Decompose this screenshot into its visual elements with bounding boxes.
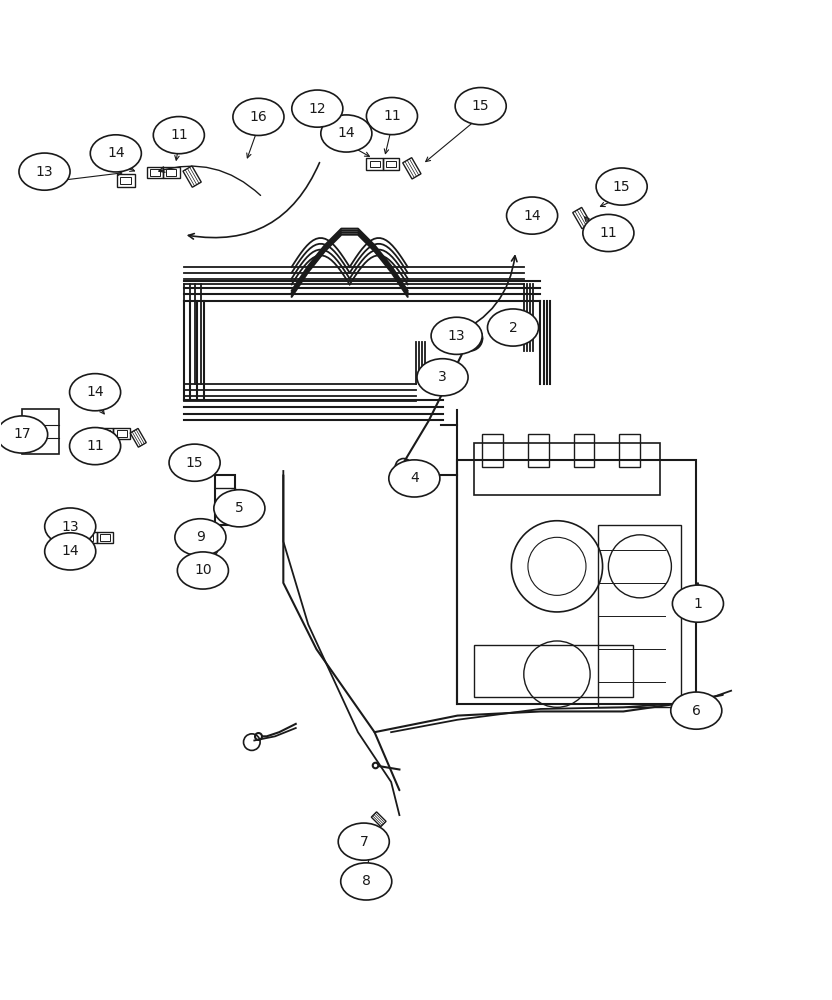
Ellipse shape xyxy=(70,374,121,411)
Ellipse shape xyxy=(339,823,389,860)
Text: 12: 12 xyxy=(309,102,326,116)
Bar xyxy=(474,645,633,697)
Ellipse shape xyxy=(214,490,265,527)
Bar xyxy=(121,177,131,184)
Text: 8: 8 xyxy=(362,874,371,888)
Ellipse shape xyxy=(19,153,70,190)
Bar xyxy=(166,169,176,176)
Text: 10: 10 xyxy=(194,563,211,577)
Ellipse shape xyxy=(292,90,343,127)
Bar xyxy=(22,409,59,454)
Bar xyxy=(116,430,126,437)
Ellipse shape xyxy=(417,359,468,396)
Text: 2: 2 xyxy=(508,321,518,335)
Text: 16: 16 xyxy=(250,110,267,124)
Ellipse shape xyxy=(321,115,372,152)
Text: 11: 11 xyxy=(87,439,104,453)
Ellipse shape xyxy=(70,428,121,465)
Bar xyxy=(528,434,548,467)
Ellipse shape xyxy=(233,98,284,135)
Bar xyxy=(150,169,160,176)
Text: 13: 13 xyxy=(62,520,79,534)
Ellipse shape xyxy=(672,585,724,622)
Ellipse shape xyxy=(583,214,634,252)
Bar xyxy=(100,534,110,541)
Bar xyxy=(80,532,97,543)
Text: 14: 14 xyxy=(87,385,104,399)
Ellipse shape xyxy=(45,508,96,545)
Bar xyxy=(366,158,383,170)
Bar xyxy=(537,208,552,220)
Bar xyxy=(573,434,594,467)
Ellipse shape xyxy=(596,168,647,205)
Ellipse shape xyxy=(366,97,418,135)
Text: 4: 4 xyxy=(410,471,418,485)
Bar xyxy=(540,211,549,217)
Bar xyxy=(100,430,110,437)
Ellipse shape xyxy=(431,317,483,354)
Ellipse shape xyxy=(671,692,722,729)
Ellipse shape xyxy=(45,533,96,570)
Text: 14: 14 xyxy=(338,126,355,140)
Ellipse shape xyxy=(91,135,141,172)
Bar xyxy=(215,475,235,525)
Ellipse shape xyxy=(175,519,226,556)
Bar xyxy=(113,428,130,439)
Ellipse shape xyxy=(169,444,220,481)
Text: 5: 5 xyxy=(235,501,244,515)
Text: 11: 11 xyxy=(170,128,188,142)
Text: 6: 6 xyxy=(692,704,701,718)
Text: 15: 15 xyxy=(472,99,489,113)
Bar xyxy=(483,434,503,467)
Bar xyxy=(146,167,163,178)
Text: 3: 3 xyxy=(438,370,447,384)
Ellipse shape xyxy=(177,552,229,589)
Ellipse shape xyxy=(455,88,506,125)
Ellipse shape xyxy=(507,197,557,234)
Text: 14: 14 xyxy=(62,544,79,558)
Text: 13: 13 xyxy=(36,165,53,179)
Text: 15: 15 xyxy=(186,456,203,470)
Ellipse shape xyxy=(341,863,392,900)
Bar xyxy=(598,525,681,707)
Text: 17: 17 xyxy=(13,427,31,441)
Bar xyxy=(458,460,696,704)
Text: 14: 14 xyxy=(523,209,541,223)
Bar xyxy=(474,443,660,495)
Text: 1: 1 xyxy=(694,597,702,611)
Ellipse shape xyxy=(389,460,440,497)
Bar xyxy=(116,174,135,187)
Ellipse shape xyxy=(0,416,47,453)
Bar xyxy=(383,158,399,170)
Text: 14: 14 xyxy=(107,146,125,160)
Bar xyxy=(386,161,396,167)
Text: 11: 11 xyxy=(383,109,401,123)
Ellipse shape xyxy=(153,117,205,154)
Bar xyxy=(97,532,113,543)
Text: 11: 11 xyxy=(600,226,617,240)
Bar xyxy=(619,434,640,467)
Text: 13: 13 xyxy=(448,329,465,343)
Bar xyxy=(97,428,113,439)
Bar xyxy=(369,161,379,167)
Text: 15: 15 xyxy=(613,180,631,194)
Text: 7: 7 xyxy=(359,835,368,849)
Bar xyxy=(83,534,93,541)
Bar xyxy=(163,167,180,178)
Ellipse shape xyxy=(488,309,538,346)
Text: 9: 9 xyxy=(196,530,205,544)
